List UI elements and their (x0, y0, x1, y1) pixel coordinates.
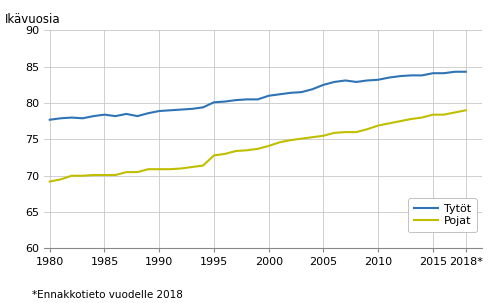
Pojat (353, 130, 359, 134)
Tytöt (408, 74, 414, 77)
Pojat (58, 178, 63, 181)
Tytöt (299, 90, 305, 94)
Pojat (47, 180, 53, 183)
Tytöt (342, 79, 348, 82)
Tytöt (277, 92, 282, 96)
Tytöt (255, 98, 261, 101)
Pojat (80, 174, 86, 178)
Tytöt (233, 98, 239, 102)
Pojat (123, 170, 129, 174)
Pojat (244, 148, 250, 152)
Tytöt (80, 116, 86, 120)
Tytöt (167, 108, 173, 112)
Text: Ikävuosia: Ikävuosia (5, 13, 61, 26)
Tytöt (266, 94, 272, 98)
Tytöt (47, 118, 53, 122)
Tytöt (123, 112, 129, 116)
Pojat (69, 174, 75, 178)
Tytöt (309, 87, 315, 91)
Tytöt (69, 116, 75, 119)
Pojat (222, 152, 228, 156)
Pojat (288, 138, 294, 142)
Tytöt (364, 79, 370, 82)
Tytöt (441, 72, 447, 75)
Pojat (463, 108, 469, 112)
Tytöt (320, 83, 326, 87)
Tytöt (463, 70, 469, 74)
Tytöt (244, 98, 250, 101)
Pojat (101, 173, 107, 177)
Tytöt (91, 114, 96, 118)
Pojat (342, 130, 348, 134)
Pojat (156, 167, 162, 171)
Pojat (430, 113, 436, 116)
Pojat (309, 135, 315, 139)
Tytöt (113, 114, 119, 118)
Tytöt (353, 80, 359, 84)
Pojat (397, 119, 403, 123)
Pojat (332, 131, 338, 135)
Pojat (408, 117, 414, 121)
Pojat (266, 144, 272, 148)
Pojat (145, 167, 151, 171)
Tytöt (156, 109, 162, 113)
Pojat (419, 116, 425, 119)
Pojat (189, 165, 195, 169)
Tytöt (397, 74, 403, 78)
Tytöt (452, 70, 458, 74)
Tytöt (189, 107, 195, 111)
Pojat (364, 127, 370, 131)
Tytöt (288, 91, 294, 95)
Pojat (178, 167, 184, 170)
Tytöt (211, 101, 217, 104)
Pojat (299, 137, 305, 141)
Tytöt (200, 105, 206, 109)
Tytöt (430, 72, 436, 75)
Tytöt (145, 112, 151, 115)
Pojat (200, 164, 206, 167)
Pojat (441, 113, 447, 116)
Pojat (375, 124, 381, 127)
Tytöt (332, 80, 338, 84)
Legend: Tytöt, Pojat: Tytöt, Pojat (408, 198, 477, 232)
Tytöt (419, 74, 425, 77)
Pojat (167, 167, 173, 171)
Pojat (255, 147, 261, 151)
Tytöt (58, 116, 63, 120)
Line: Pojat: Pojat (50, 110, 466, 181)
Text: *Ennakkotieto vuodelle 2018: *Ennakkotieto vuodelle 2018 (32, 290, 183, 300)
Line: Tytöt: Tytöt (50, 72, 466, 120)
Tytöt (222, 100, 228, 103)
Tytöt (101, 113, 107, 116)
Tytöt (134, 114, 140, 118)
Tytöt (386, 76, 392, 79)
Pojat (113, 173, 119, 177)
Pojat (277, 141, 282, 144)
Pojat (320, 134, 326, 138)
Pojat (211, 154, 217, 157)
Tytöt (178, 108, 184, 112)
Pojat (134, 170, 140, 174)
Pojat (233, 149, 239, 153)
Pojat (386, 122, 392, 125)
Pojat (91, 173, 96, 177)
Tytöt (375, 78, 381, 82)
Pojat (452, 111, 458, 114)
